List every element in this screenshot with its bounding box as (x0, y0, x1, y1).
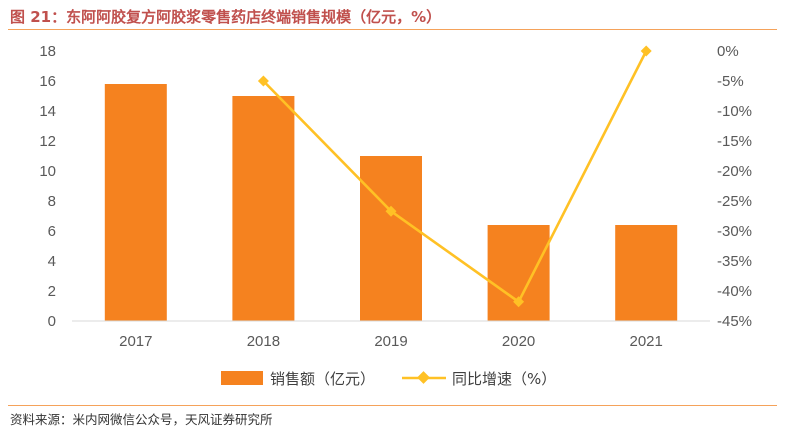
growth-point-2019 (385, 205, 397, 217)
x-tick-label: 2019 (374, 333, 407, 350)
y-right-tick-label: -15% (717, 133, 752, 150)
bar-2017 (104, 84, 167, 321)
x-tick-label: 2017 (119, 333, 152, 350)
bar-2021 (615, 225, 678, 321)
y-left-tick-label: 0 (48, 313, 56, 330)
y-right-tick-label: -40% (717, 283, 752, 300)
y-left-tick-label: 2 (48, 283, 56, 300)
y-left-tick-label: 4 (48, 253, 56, 270)
growth-point-2020 (513, 296, 525, 308)
bar-group (104, 84, 678, 321)
y-right-tick-label: -20% (717, 163, 752, 180)
x-tick-label: 2020 (502, 333, 535, 350)
growth-line (262, 50, 648, 304)
y-left-axis: 0 2 4 6 8 10 12 14 16 18 (39, 43, 56, 330)
x-axis: 2017 2018 2019 2020 2021 (119, 333, 663, 350)
bar-2019 (360, 156, 422, 321)
growth-point-2021 (640, 45, 652, 57)
y-left-tick-label: 18 (39, 43, 56, 60)
y-right-tick-label: -10% (717, 103, 752, 120)
growth-line-series (257, 45, 652, 308)
legend-bar-swatch (221, 371, 263, 385)
legend-line-label: 同比增速（%） (452, 370, 556, 388)
source-rule (8, 405, 777, 406)
bar-2018 (232, 96, 295, 321)
y-right-tick-label: -25% (717, 193, 752, 210)
y-left-tick-label: 10 (39, 163, 56, 180)
source-note: 资料来源：米内网微信公众号，天风证券研究所 (10, 412, 273, 427)
y-left-tick-label: 12 (39, 133, 56, 150)
x-tick-label: 2018 (247, 333, 280, 350)
y-right-tick-label: -30% (717, 223, 752, 240)
legend-bar-label: 销售额（亿元） (270, 370, 375, 388)
growth-point-2018 (257, 75, 269, 87)
y-left-tick-label: 6 (48, 223, 56, 240)
y-right-axis: -45% -40% -35% -30% -25% -20% -15% -10% -5% 0% (717, 43, 752, 330)
title-rule (8, 29, 777, 30)
y-right-tick-label: -45% (717, 313, 752, 330)
x-tick-label: 2021 (630, 333, 663, 350)
y-left-tick-label: 8 (48, 193, 56, 210)
legend-line-marker (417, 371, 430, 384)
legend: 销售额（亿元） 同比增速（%） (221, 370, 556, 388)
y-right-tick-label: 0% (717, 43, 739, 60)
y-left-tick-label: 16 (39, 73, 56, 90)
y-left-tick-label: 14 (39, 103, 56, 120)
y-right-tick-label: -35% (717, 253, 752, 270)
figure-title: 图 21：东阿阿胶复方阿胶浆零售药店终端销售规模（亿元，%） (10, 8, 442, 26)
y-right-tick-label: -5% (717, 73, 744, 90)
